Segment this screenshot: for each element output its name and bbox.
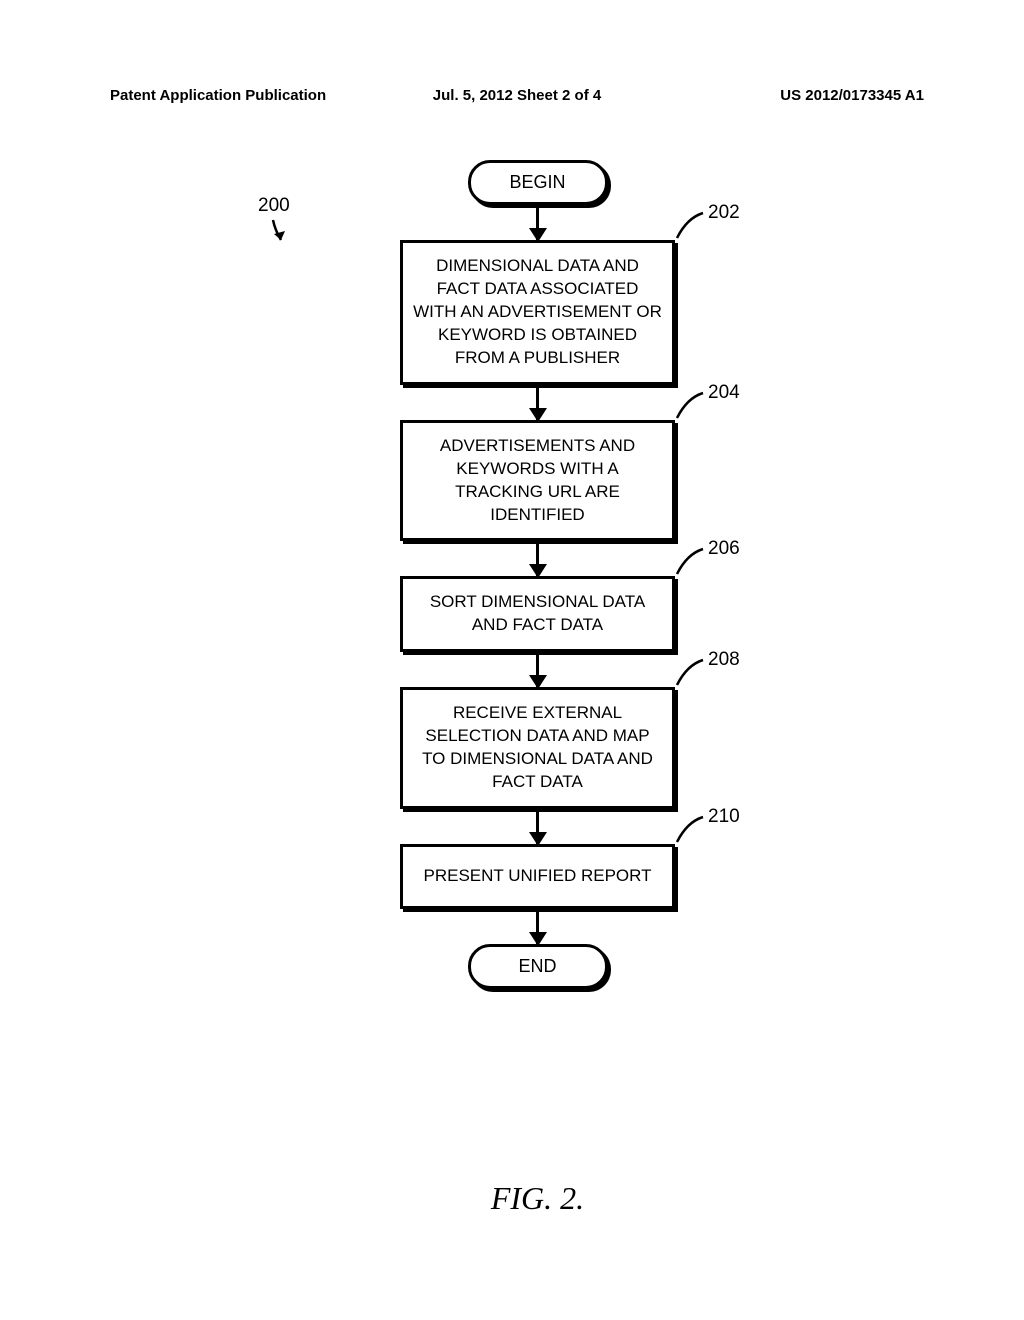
end-label: END (518, 956, 556, 977)
step-206-text: SORT DIMENSIONAL DATA AND FACT DATA (413, 591, 662, 637)
ref-208: 208 (708, 649, 740, 671)
end-terminator: END (468, 944, 608, 989)
ref-204: 204 (708, 382, 740, 404)
flowchart-ref-200-arrow (268, 218, 290, 248)
flowchart-ref-200: 200 (258, 195, 290, 217)
step-206-box: SORT DIMENSIONAL DATA AND FACT DATA (400, 576, 675, 652)
ref-206: 206 (708, 538, 740, 560)
arrow-4 (536, 652, 539, 687)
arrow-1 (536, 205, 539, 240)
step-202-box: DIMENSIONAL DATA AND FACT DATA ASSOCIATE… (400, 240, 675, 385)
header-publication-type: Patent Application Publication (110, 87, 381, 104)
ref-210: 210 (708, 806, 740, 828)
arrow-2 (536, 385, 539, 420)
step-210-text: PRESENT UNIFIED REPORT (424, 865, 652, 888)
step-208-text: RECEIVE EXTERNAL SELECTION DATA AND MAP … (413, 702, 662, 794)
step-204-box: ADVERTISEMENTS AND KEYWORDS WITH A TRACK… (400, 420, 675, 542)
begin-label: BEGIN (509, 172, 565, 193)
ref-202: 202 (708, 202, 740, 224)
step-208-box: RECEIVE EXTERNAL SELECTION DATA AND MAP … (400, 687, 675, 809)
header-publication-number: US 2012/0173345 A1 (653, 87, 924, 104)
begin-terminator: BEGIN (468, 160, 608, 205)
arrow-3 (536, 541, 539, 576)
step-204-text: ADVERTISEMENTS AND KEYWORDS WITH A TRACK… (413, 435, 662, 527)
step-202-text: DIMENSIONAL DATA AND FACT DATA ASSOCIATE… (413, 255, 662, 370)
flowchart-container: BEGIN DIMENSIONAL DATA AND FACT DATA ASS… (400, 160, 675, 989)
page-header: Patent Application Publication Jul. 5, 2… (0, 87, 1024, 104)
arrow-5 (536, 809, 539, 844)
arrow-6 (536, 909, 539, 944)
step-210-box: PRESENT UNIFIED REPORT (400, 844, 675, 909)
header-date-sheet: Jul. 5, 2012 Sheet 2 of 4 (381, 87, 652, 104)
figure-label: FIG. 2. (400, 1180, 675, 1217)
